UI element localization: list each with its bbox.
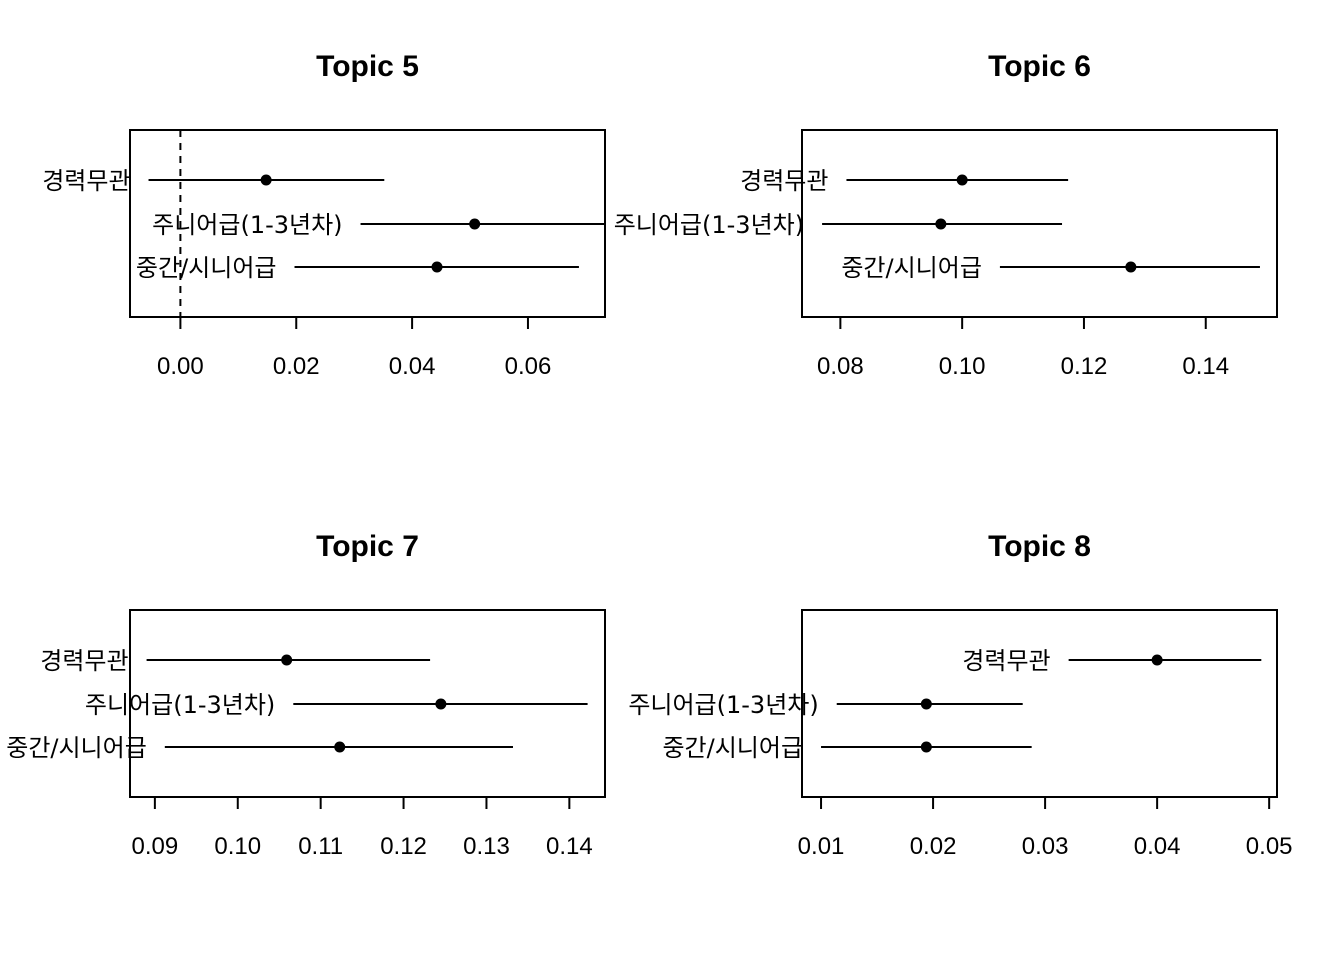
x-tick-label: 0.12 <box>1061 353 1108 380</box>
point-estimate-marker <box>334 741 346 753</box>
x-tick-label: 0.11 <box>298 833 343 860</box>
plot-frame <box>129 609 606 798</box>
category-label: 경력무관 <box>40 647 128 675</box>
x-tick-label: 0.02 <box>273 353 320 380</box>
x-tick-label: 0.05 <box>1246 833 1293 860</box>
category-label: 중간/시니어급 <box>841 254 982 282</box>
panel-title: Topic 7 <box>316 530 419 563</box>
x-tick-label: 0.04 <box>1134 833 1181 860</box>
x-tick-label: 0.08 <box>817 353 864 380</box>
category-label: 중간/시니어급 <box>136 254 277 282</box>
point-estimate-marker <box>920 698 932 710</box>
x-tick-label: 0.06 <box>505 353 552 380</box>
panel-topic-7: Topic 7 0.09 0.10 0.11 0.12 0.13 0.14 경력무관주니어급(… <box>6 530 606 860</box>
category-label: 주니어급(1-3년차) <box>614 211 804 239</box>
x-tick-label: 0.00 <box>157 353 204 380</box>
panel-topic-8: Topic 8 0.01 0.02 0.03 0.04 0.05 경력무관주니어급(1-3년… <box>628 530 1292 860</box>
x-tick-label: 0.01 <box>798 833 845 860</box>
plot-frame <box>801 129 1278 318</box>
x-tick-label: 0.12 <box>380 833 427 860</box>
category-label: 중간/시니어급 <box>662 734 803 762</box>
point-estimate-marker <box>281 654 293 666</box>
x-tick-label: 0.10 <box>214 833 261 860</box>
x-tick-label: 0.03 <box>1022 833 1069 860</box>
point-estimate-marker <box>956 174 968 186</box>
point-estimate-marker <box>935 218 947 230</box>
point-estimate-marker <box>260 174 272 186</box>
x-tick-label: 0.14 <box>1182 353 1229 380</box>
point-estimate-marker <box>431 261 443 273</box>
category-label: 경력무관 <box>962 647 1050 675</box>
point-estimate-marker <box>1125 261 1137 273</box>
x-tick-label: 0.04 <box>389 353 436 380</box>
category-label: 주니어급(1-3년차) <box>628 691 818 719</box>
point-estimate-marker <box>469 218 481 230</box>
category-label: 경력무관 <box>42 167 130 195</box>
point-estimate-marker <box>435 698 447 710</box>
category-label: 경력무관 <box>740 167 828 195</box>
category-label: 주니어급(1-3년차) <box>85 691 275 719</box>
point-estimate-marker <box>1151 654 1163 666</box>
plot-frame <box>801 609 1278 798</box>
x-tick-label: 0.13 <box>463 833 510 860</box>
x-tick-label: 0.14 <box>546 833 593 860</box>
x-tick-label: 0.02 <box>910 833 957 860</box>
x-tick-label: 0.09 <box>132 833 179 860</box>
category-label: 중간/시니어급 <box>6 734 147 762</box>
x-tick-label: 0.10 <box>939 353 986 380</box>
panel-title: Topic 6 <box>988 50 1091 83</box>
point-estimate-marker <box>920 741 932 753</box>
category-label: 주니어급(1-3년차) <box>152 211 342 239</box>
panel-title: Topic 8 <box>988 530 1091 563</box>
panel-title: Topic 5 <box>316 50 419 83</box>
